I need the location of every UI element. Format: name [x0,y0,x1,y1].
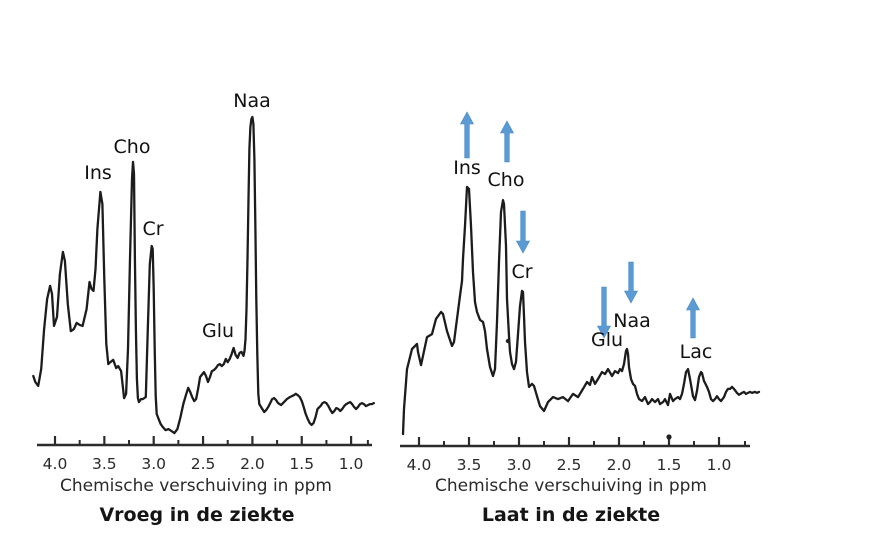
x-tick-label: 1.0 [338,455,364,473]
peak-label-ins: Ins [84,162,112,184]
x-tick-label: 3.0 [141,455,167,473]
x-tick-label: 2.0 [606,456,632,474]
x-tick-label: 2.5 [190,455,216,473]
peak-label-glu: Glu [590,329,624,351]
x-tick-label: 2.0 [240,455,265,473]
up-arrow-icon [499,120,515,163]
chart-title-left: Vroeg in de ziekte [99,504,295,526]
artifact-dot [666,434,672,440]
chart-title-right: Laat in de ziekte [481,504,661,526]
peak-label-naa: Naa [233,90,271,112]
peak-label-cr: Cr [142,218,164,240]
x-axis-label-left: Chemische verschuiving in ppm [59,476,332,496]
x-tick-label: 1.0 [706,456,732,474]
peak-label-cho: Cho [487,169,525,191]
down-arrow-icon [623,261,639,304]
x-tick-label: 1.5 [289,455,315,473]
down-arrow-icon [596,286,612,339]
x-tick-label: 3.0 [506,456,532,474]
up-arrow-icon [685,297,701,339]
down-arrow-icon [515,210,531,254]
x-tick-label: 4.0 [42,455,68,473]
right-spectrum-curve [401,185,761,436]
peak-label-ins: Ins [453,157,481,179]
x-tick-label: 4.0 [406,456,432,474]
left-spectrum-curve [32,115,375,435]
artifact-dot [505,338,511,344]
peak-label-cho: Cho [113,136,151,158]
up-arrow-icon [459,111,475,159]
peak-label-lac: Lac [679,341,713,363]
peak-label-naa: Naa [613,310,651,332]
peak-label-glu: Glu [201,320,235,342]
x-tick-label: 2.5 [556,456,582,474]
x-tick-label: 3.5 [92,455,117,473]
peak-label-cr: Cr [511,261,533,283]
x-axis-label-right: Chemische verschuiving in ppm [434,476,707,496]
x-tick-label: 3.5 [456,456,482,474]
x-tick-label: 1.5 [656,456,682,474]
